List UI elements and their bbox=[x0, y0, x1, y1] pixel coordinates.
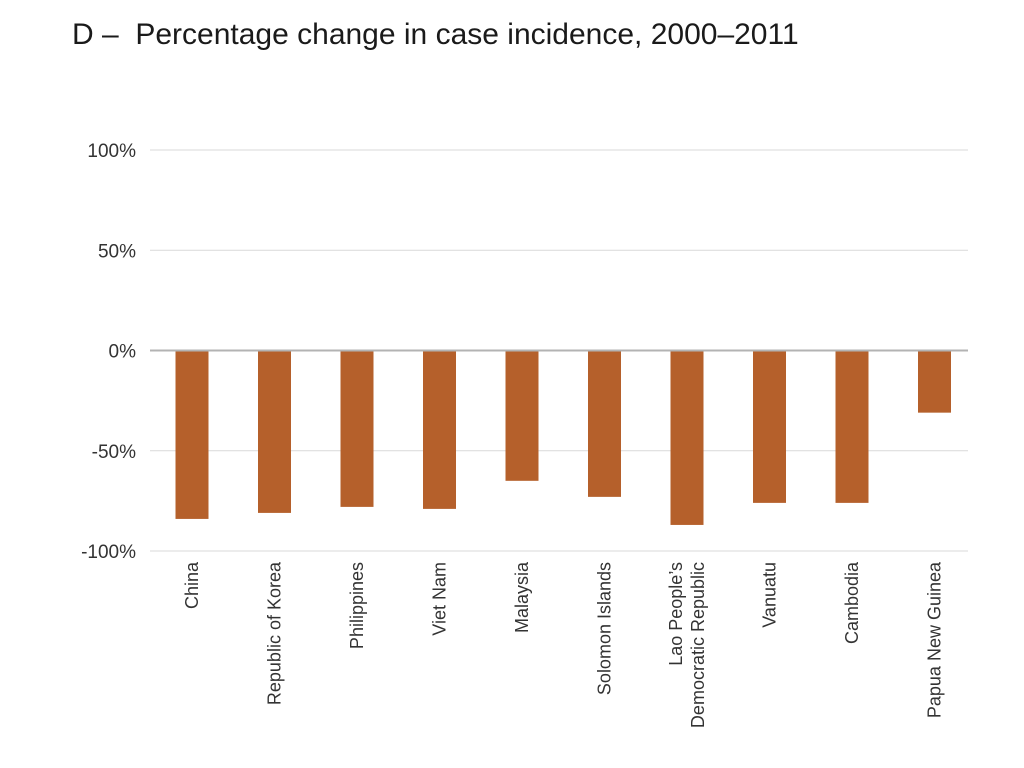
x-tick-label: Philippines bbox=[347, 562, 367, 649]
x-axis-labels: China Republic of Korea Philippines Viet Na… bbox=[182, 561, 945, 728]
x-tick-label-line: Philippines bbox=[347, 562, 367, 649]
x-tick-label: Lao People’s Democratic Republic bbox=[666, 562, 708, 728]
y-axis-ticks: 100% 50% 0% -50% -100% bbox=[81, 141, 136, 563]
gridlines bbox=[150, 149, 968, 552]
y-tick-label: -50% bbox=[92, 442, 136, 463]
x-tick-label: Viet Nam bbox=[430, 562, 450, 636]
bar bbox=[423, 350, 456, 509]
bar bbox=[918, 350, 951, 413]
y-tick-label: -100% bbox=[81, 542, 136, 563]
x-tick-label-line: Vanuatu bbox=[760, 562, 780, 628]
x-tick-label-line: Solomon Islands bbox=[595, 562, 615, 695]
x-tick-label-line: Lao People’s bbox=[666, 562, 686, 666]
x-tick-label-line: Republic of Korea bbox=[265, 561, 285, 705]
bar bbox=[835, 350, 869, 503]
x-tick-label: Cambodia bbox=[842, 561, 862, 644]
bar bbox=[670, 350, 704, 525]
x-tick-label-line: China bbox=[182, 561, 202, 609]
bars bbox=[175, 350, 951, 525]
x-tick-label: China bbox=[182, 561, 202, 609]
bar bbox=[258, 350, 291, 513]
x-tick-label-line: Democratic Republic bbox=[688, 562, 708, 728]
x-tick-label: Papua New Guinea bbox=[925, 561, 945, 718]
bar bbox=[753, 350, 786, 503]
y-tick-label: 0% bbox=[109, 342, 137, 363]
x-tick-label-line: Cambodia bbox=[842, 561, 862, 644]
x-tick-label: Malaysia bbox=[512, 561, 532, 633]
x-tick-label-line: Papua New Guinea bbox=[925, 561, 945, 718]
x-tick-label-line: Viet Nam bbox=[430, 562, 450, 636]
bar bbox=[175, 350, 209, 519]
x-tick-label-line: Malaysia bbox=[512, 561, 532, 633]
x-tick-label: Solomon Islands bbox=[595, 562, 615, 695]
bar bbox=[505, 350, 539, 481]
chart-title: D – Percentage change in case incidence,… bbox=[72, 18, 799, 51]
bar bbox=[588, 350, 621, 497]
x-tick-label: Republic of Korea bbox=[265, 561, 285, 705]
x-tick-label: Vanuatu bbox=[760, 562, 780, 628]
y-tick-label: 50% bbox=[98, 241, 136, 262]
bar bbox=[340, 350, 374, 507]
y-tick-label: 100% bbox=[87, 141, 136, 162]
